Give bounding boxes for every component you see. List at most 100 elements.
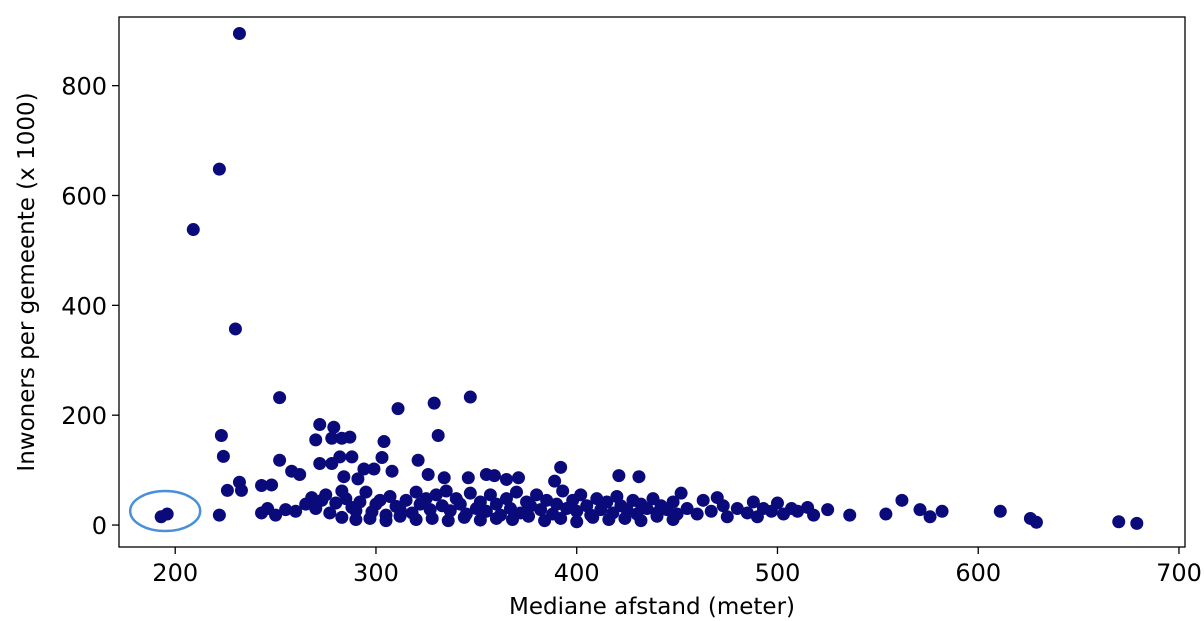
- data-point: [994, 505, 1007, 518]
- y-axis-ticks: 0 200 400 600 800: [61, 73, 119, 540]
- x-tick-label: 300: [353, 559, 399, 587]
- data-point: [400, 494, 413, 507]
- data-point: [556, 484, 569, 497]
- data-point: [333, 450, 346, 463]
- data-point: [337, 470, 350, 483]
- y-tick-label: 400: [61, 292, 107, 320]
- data-point: [612, 469, 625, 482]
- x-tick-label: 400: [554, 559, 600, 587]
- data-point: [538, 514, 551, 527]
- data-point: [377, 435, 390, 448]
- data-point: [721, 510, 734, 523]
- plot-area: [119, 17, 1185, 547]
- data-point: [506, 513, 519, 526]
- data-point: [349, 513, 362, 526]
- data-point: [327, 421, 340, 434]
- data-point: [319, 488, 332, 501]
- data-point: [1112, 515, 1125, 528]
- data-point: [667, 495, 680, 508]
- data-point: [343, 431, 356, 444]
- data-point: [363, 512, 376, 525]
- data-point: [462, 471, 475, 484]
- data-point: [574, 488, 587, 501]
- data-point: [667, 513, 680, 526]
- data-point: [1030, 516, 1043, 529]
- data-point: [474, 514, 487, 527]
- data-point: [273, 454, 286, 467]
- data-point: [697, 494, 710, 507]
- data-point: [235, 484, 248, 497]
- data-point: [691, 508, 704, 521]
- data-point: [490, 512, 503, 525]
- data-point: [634, 514, 647, 527]
- data-point: [512, 471, 525, 484]
- data-point: [586, 511, 599, 524]
- data-point: [217, 450, 230, 463]
- data-point: [213, 163, 226, 176]
- x-tick-label: 500: [755, 559, 801, 587]
- y-tick-label: 0: [92, 512, 107, 540]
- data-point: [410, 513, 423, 526]
- data-point: [510, 486, 523, 499]
- data-point: [412, 454, 425, 467]
- data-point: [221, 484, 234, 497]
- data-point: [335, 511, 348, 524]
- data-point: [438, 471, 451, 484]
- data-point: [705, 505, 718, 518]
- data-point: [422, 468, 435, 481]
- data-point: [213, 509, 226, 522]
- data-point: [426, 512, 439, 525]
- data-point: [651, 510, 664, 523]
- data-point: [345, 450, 358, 463]
- data-point: [464, 487, 477, 500]
- x-tick-label: 600: [955, 559, 1001, 587]
- data-point: [161, 508, 174, 521]
- data-point: [233, 27, 246, 40]
- data-point: [432, 429, 445, 442]
- x-axis-ticks: 200 300 400 500 600 700: [152, 547, 1202, 587]
- data-point: [386, 465, 399, 478]
- data-point: [428, 397, 441, 410]
- data-point: [771, 497, 784, 510]
- data-point: [522, 510, 535, 523]
- data-point: [570, 515, 583, 528]
- data-point: [807, 509, 820, 522]
- data-point: [380, 514, 393, 527]
- y-tick-label: 800: [61, 73, 107, 101]
- data-point: [458, 511, 471, 524]
- data-point: [879, 508, 892, 521]
- data-point: [313, 457, 326, 470]
- data-point: [843, 509, 856, 522]
- data-point: [821, 503, 834, 516]
- data-point: [602, 513, 615, 526]
- x-axis-label: Mediane afstand (meter): [509, 594, 795, 620]
- data-point: [265, 478, 278, 491]
- data-point: [442, 514, 455, 527]
- data-point: [293, 468, 306, 481]
- data-point: [500, 473, 513, 486]
- data-point: [367, 463, 380, 476]
- data-point: [229, 322, 242, 335]
- y-tick-label: 600: [61, 182, 107, 210]
- data-point: [924, 510, 937, 523]
- x-tick-label: 700: [1156, 559, 1202, 587]
- y-tick-label: 200: [61, 402, 107, 430]
- data-point: [392, 402, 405, 415]
- data-point: [394, 510, 407, 523]
- data-point: [618, 512, 631, 525]
- data-point: [554, 461, 567, 474]
- data-point: [375, 451, 388, 464]
- x-tick-label: 200: [152, 559, 198, 587]
- data-point: [936, 505, 949, 518]
- data-point: [632, 470, 645, 483]
- data-point: [1130, 517, 1143, 530]
- data-point: [359, 486, 372, 499]
- data-point: [554, 512, 567, 525]
- data-point: [313, 418, 326, 431]
- data-point: [464, 391, 477, 404]
- data-point: [488, 469, 501, 482]
- data-point: [273, 391, 286, 404]
- y-axis-label: Inwoners per gemeente (x 1000): [14, 92, 40, 471]
- data-point: [187, 223, 200, 236]
